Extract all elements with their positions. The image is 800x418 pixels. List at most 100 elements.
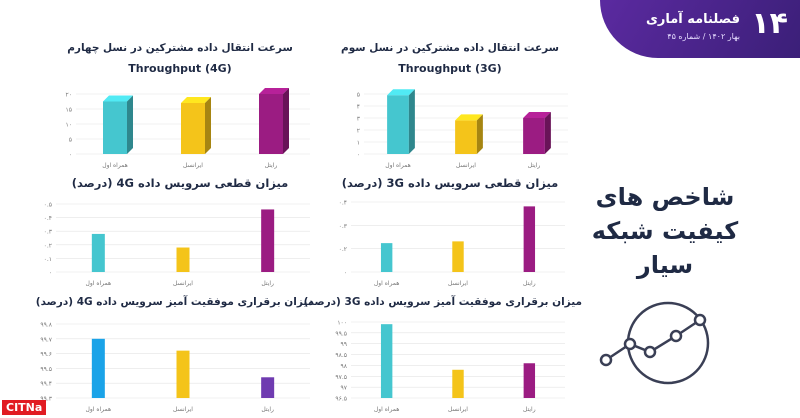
bar-side: [205, 97, 211, 154]
main-title: شاخص های کیفیت شبکه سیار: [580, 180, 750, 282]
bar: [103, 101, 127, 154]
y-tick-label: ۰.۲: [44, 242, 52, 249]
x-tick-label: همراه اول: [102, 162, 128, 169]
y-tick-label: ۰: [357, 152, 360, 159]
y-tick-label: ۹۸: [341, 363, 348, 370]
y-tick-label: ۰.۳: [44, 229, 53, 236]
bar: [523, 363, 536, 398]
y-tick-label: ۰.۱: [44, 256, 52, 263]
chart-subtitle-throughput-4g: Throughput (4G): [128, 62, 232, 75]
y-tick-label: ۰: [344, 270, 347, 277]
chart-title-drop-4g: میزان قطعی سرویس داده 4G (درصد): [71, 176, 289, 190]
y-tick-label: ۰.۳: [339, 223, 348, 230]
y-tick-label: ۰.۴: [339, 200, 347, 207]
x-tick-label: همراه اول: [374, 280, 400, 287]
x-tick-label: همراه اول: [86, 406, 112, 413]
y-tick-label: ۹۹.۵: [40, 366, 52, 373]
chart-drop-4g: ۰ ۰.۱ ۰.۲ ۰.۳ ۰.۴ ۰.۵ همراه اول ایرانسل رایتل: [44, 202, 310, 287]
bar-top: [523, 112, 551, 118]
y-tick-label: ۹۹.۵: [335, 330, 347, 337]
x-tick-label: رایتل: [523, 406, 536, 413]
y-tick-label: ۴: [357, 104, 360, 111]
x-tick-label: رایتل: [265, 162, 278, 169]
main-title-line-3: سیار: [636, 251, 694, 279]
bar-side: [283, 88, 289, 154]
bar: [380, 243, 393, 272]
chart-title-success-4g: میزان برقراری موفقیت آمیز سرویس داده 4G …: [35, 296, 315, 308]
bar: [261, 377, 275, 398]
x-tick-label: ایرانسل: [448, 406, 468, 413]
bar: [455, 120, 477, 154]
bar-side: [476, 114, 483, 154]
bar: [261, 209, 275, 272]
x-tick-label: رایتل: [261, 406, 274, 413]
bar-top: [259, 88, 289, 94]
y-tick-label: ۹۷.۵: [335, 374, 347, 381]
bar: [176, 247, 190, 272]
bar: [387, 95, 409, 154]
y-tick-label: ۰.۵: [44, 202, 52, 209]
bar: [452, 369, 464, 398]
bar-top: [455, 114, 483, 121]
bar: [91, 338, 105, 398]
chart-title-throughput-4g: سرعت انتقال داده مشترکین در نسل چهارم: [67, 42, 293, 54]
y-tick-label: ۹۹.۴: [40, 381, 52, 388]
bar-top: [387, 89, 415, 96]
y-tick-label: ۹۹: [341, 341, 347, 348]
y-tick-label: ۹۹.۸: [40, 322, 52, 329]
bar-side: [408, 89, 415, 154]
y-tick-label: ۵: [69, 137, 72, 144]
chart-title-drop-3g: میزان قطعی سرویس داده 3G (درصد): [341, 176, 559, 190]
bar-side: [127, 95, 133, 154]
main-title-line-1: شاخص های: [595, 183, 735, 211]
bar: [380, 324, 393, 398]
main-title-line-2: کیفیت شبکه: [591, 217, 739, 245]
y-tick-label: ۹۹.۶: [40, 351, 52, 358]
issue-number: ۱۴: [751, 6, 788, 41]
x-tick-label: رایتل: [261, 280, 274, 287]
chart-title-success-3g: میزان برقراری موفقیت آمیز سرویس داده 3G …: [303, 296, 582, 308]
x-tick-label: رایتل: [523, 280, 536, 287]
y-tick-label: ۵: [357, 92, 360, 99]
bar: [523, 206, 536, 272]
bar: [452, 241, 464, 272]
bar-top: [103, 95, 133, 102]
publication-title: فصلنامه آماری: [645, 12, 740, 27]
bar: [91, 233, 105, 272]
bar: [181, 103, 205, 154]
y-tick-label: ۹۹.۳: [40, 396, 52, 403]
chart-throughput-3g: ۰ ۱ ۲ ۳ ۴ ۵ همراه اول ایرانسل رایتل: [357, 89, 568, 169]
y-tick-label: ۲: [357, 128, 360, 135]
chart-drop-3g: ۰ ۰.۲ ۰.۳ ۰.۴ همراه اول ایرانسل رایتل: [339, 200, 565, 287]
y-tick-label: ۹۸.۵: [335, 352, 347, 359]
x-tick-label: همراه اول: [385, 162, 411, 169]
x-tick-label: ایرانسل: [173, 406, 193, 413]
y-tick-label: ۰: [69, 152, 72, 159]
bar: [523, 118, 545, 154]
y-tick-label: ۹۹.۷: [40, 336, 52, 343]
header-banner: [600, 0, 800, 58]
x-tick-label: ایرانسل: [448, 280, 468, 287]
x-tick-label: ایرانسل: [456, 162, 476, 169]
y-tick-label: ۱۰۰: [337, 320, 347, 327]
y-tick-label: ۰.۲: [339, 246, 347, 253]
bar: [176, 350, 190, 398]
x-tick-label: همراه اول: [86, 280, 112, 287]
y-tick-label: ۱۵: [66, 107, 72, 114]
chart-success-3g: ۹۶.۵ ۹۷ ۹۷.۵ ۹۸ ۹۸.۵ ۹۹ ۹۹.۵ ۱۰۰ همراه اول ایرانس…: [335, 320, 565, 413]
y-tick-label: ۳: [357, 116, 361, 123]
chart-subtitle-throughput-3g: Throughput (3G): [398, 62, 502, 75]
x-tick-label: ایرانسل: [173, 280, 193, 287]
x-tick-label: همراه اول: [374, 406, 400, 413]
y-tick-label: ۱۰: [66, 122, 72, 129]
y-tick-label: ۹۷: [341, 385, 348, 392]
bar-side: [544, 112, 551, 154]
bar-top: [181, 97, 211, 103]
y-tick-label: ۱: [357, 140, 360, 147]
chart-success-4g: ۹۹.۳ ۹۹.۴ ۹۹.۵ ۹۹.۶ ۹۹.۷ ۹۹.۸ همراه اول ایرانسل…: [40, 322, 310, 413]
y-tick-label: ۹۶.۵: [335, 396, 347, 403]
y-tick-label: ۲۰: [66, 92, 72, 99]
issue-subtitle: بهار ۱۴۰۲ / شماره ۴۵: [667, 32, 740, 41]
y-tick-label: ۰: [49, 270, 52, 277]
trend-chart-icon: [599, 301, 710, 385]
